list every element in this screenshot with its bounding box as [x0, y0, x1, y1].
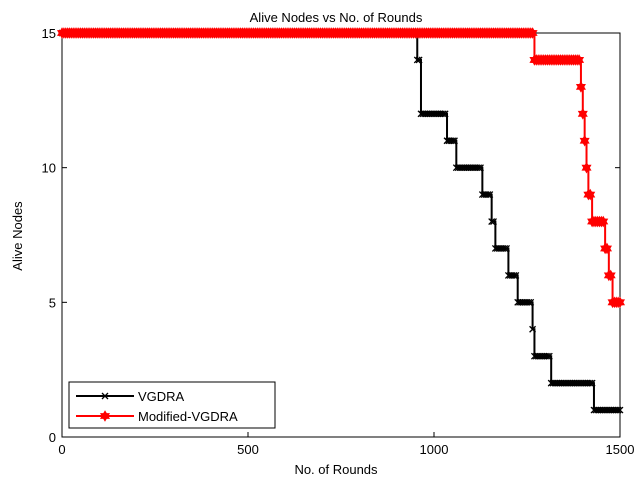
data-point-marker: [577, 110, 588, 120]
data-point-marker: [510, 271, 518, 279]
data-point-marker: [581, 164, 592, 174]
data-point-marker: [585, 191, 596, 201]
data-point-marker: [512, 271, 520, 279]
data-point-marker: [525, 298, 533, 306]
legend-label: Modified-VGDRA: [138, 409, 238, 424]
data-point-marker: [527, 298, 535, 306]
data-point-marker: [579, 137, 590, 147]
data-point-marker: [545, 352, 553, 360]
legend: VGDRA Modified-VGDRA: [68, 381, 276, 429]
data-point-marker: [614, 406, 622, 414]
data-point-marker: [601, 245, 613, 255]
data-point-marker: [586, 379, 594, 387]
x-tick-label: 1000: [420, 442, 449, 457]
data-point-marker: [503, 245, 510, 252]
data-point-marker: [484, 191, 492, 199]
data-point-marker: [475, 164, 483, 172]
data-point-marker: [99, 413, 111, 422]
y-tick-label: 10: [42, 161, 56, 176]
data-point-marker: [614, 299, 626, 309]
y-tick-label: 15: [42, 26, 56, 41]
data-point-marker: [486, 191, 494, 199]
data-point-marker: [101, 392, 109, 400]
legend-label: VGDRA: [138, 389, 185, 404]
data-point-marker: [477, 164, 484, 172]
y-tick-label: 5: [49, 295, 56, 310]
series-markers: [56, 27, 626, 309]
series-1: [56, 27, 626, 309]
data-point-marker: [449, 137, 457, 145]
series-layer: [56, 27, 626, 414]
data-point-marker: [439, 110, 447, 118]
data-point-marker: [441, 110, 449, 118]
data-point-marker: [527, 30, 538, 39]
data-point-marker: [501, 245, 509, 252]
data-point-marker: [588, 379, 596, 387]
x-axis-title: No. of Rounds: [294, 462, 378, 477]
legend-item: Modified-VGDRA: [76, 409, 238, 424]
plot-frame: [61, 32, 621, 438]
data-point-marker: [616, 406, 624, 414]
data-point-marker: [598, 218, 609, 228]
data-point-marker: [415, 56, 423, 64]
legend-box: [68, 381, 276, 429]
data-point-marker: [544, 352, 551, 360]
x-tick-label: 0: [58, 442, 65, 457]
x-axis: 0 500 1000 1500: [58, 33, 634, 457]
data-point-marker: [575, 83, 586, 93]
y-axis: 0 5 10 15: [42, 26, 620, 445]
chart-title: Alive Nodes vs No. of Rounds: [250, 10, 423, 25]
y-axis-title: Alive Nodes: [10, 201, 25, 271]
data-point-marker: [413, 56, 421, 64]
data-point-marker: [488, 218, 496, 225]
data-point-marker: [490, 218, 497, 225]
plot-area: [61, 32, 621, 438]
data-point-marker: [605, 272, 616, 282]
data-point-marker: [451, 137, 458, 145]
data-point-marker: [529, 325, 537, 333]
legend-item: VGDRA: [76, 389, 185, 404]
data-point-marker: [574, 57, 585, 66]
x-tick-label: 500: [237, 442, 259, 457]
y-tick-label: 0: [49, 430, 56, 445]
x-tick-label: 1500: [606, 442, 635, 457]
